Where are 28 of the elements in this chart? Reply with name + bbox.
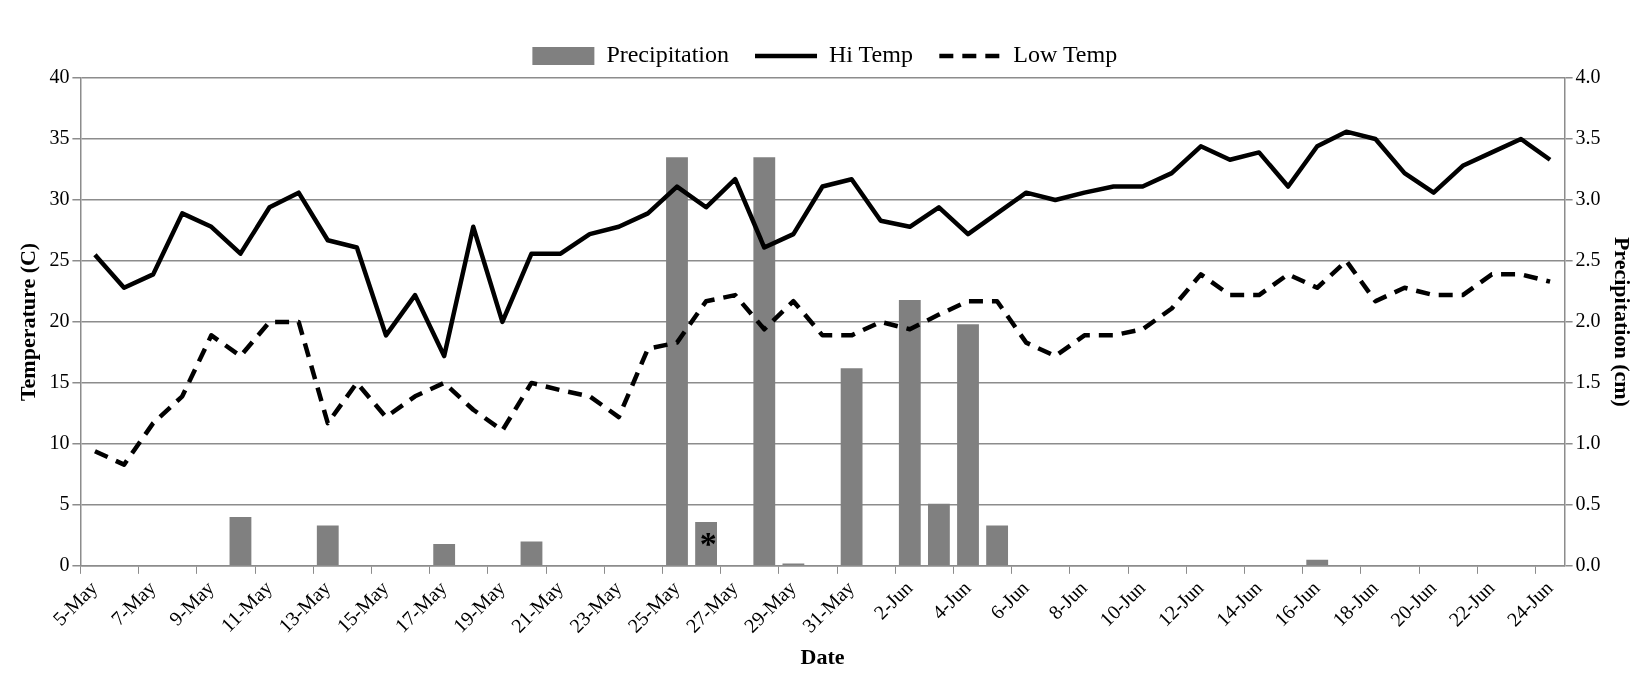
y2-tick-label: 2.0 xyxy=(1575,309,1601,332)
y-tick-label: 5 xyxy=(59,492,70,515)
y2-tick-label: 4.0 xyxy=(1575,65,1601,88)
y-tick-label: 25 xyxy=(49,248,70,271)
y2-tick-label: 1.5 xyxy=(1575,370,1601,393)
legend-label: Low Temp xyxy=(1013,41,1118,68)
y-tick-label: 40 xyxy=(49,65,70,88)
y2-tick-label: 3.0 xyxy=(1575,187,1601,210)
legend-label: Hi Temp xyxy=(829,41,913,68)
y2-tick-label: 0.5 xyxy=(1575,492,1601,515)
y-tick-label: 20 xyxy=(49,309,70,332)
y2-tick-label: 0.0 xyxy=(1575,553,1601,576)
y-tick-label: 30 xyxy=(49,187,70,210)
y2-tick-label: 1.0 xyxy=(1575,431,1601,454)
y-tick-label: 0 xyxy=(59,553,70,576)
y2-tick-label: 3.5 xyxy=(1575,126,1601,149)
y2-tick-label: 2.5 xyxy=(1575,248,1601,271)
y-tick-label: 35 xyxy=(49,126,70,149)
line-series xyxy=(92,258,1553,467)
y-tick-label: 10 xyxy=(49,431,70,454)
annotation: * xyxy=(699,524,717,562)
x-tick-label: 6-Jun xyxy=(985,576,1033,624)
y-axis-title: Temperature (C) xyxy=(14,242,40,402)
y-tick-label: 15 xyxy=(49,370,70,393)
y2-axis-title: Precipitation (cm) xyxy=(1610,236,1636,407)
x-tick-label: 4-Jun xyxy=(927,576,975,624)
legend-label: Precipitation xyxy=(606,41,730,68)
x-axis-title: Date xyxy=(800,644,845,670)
